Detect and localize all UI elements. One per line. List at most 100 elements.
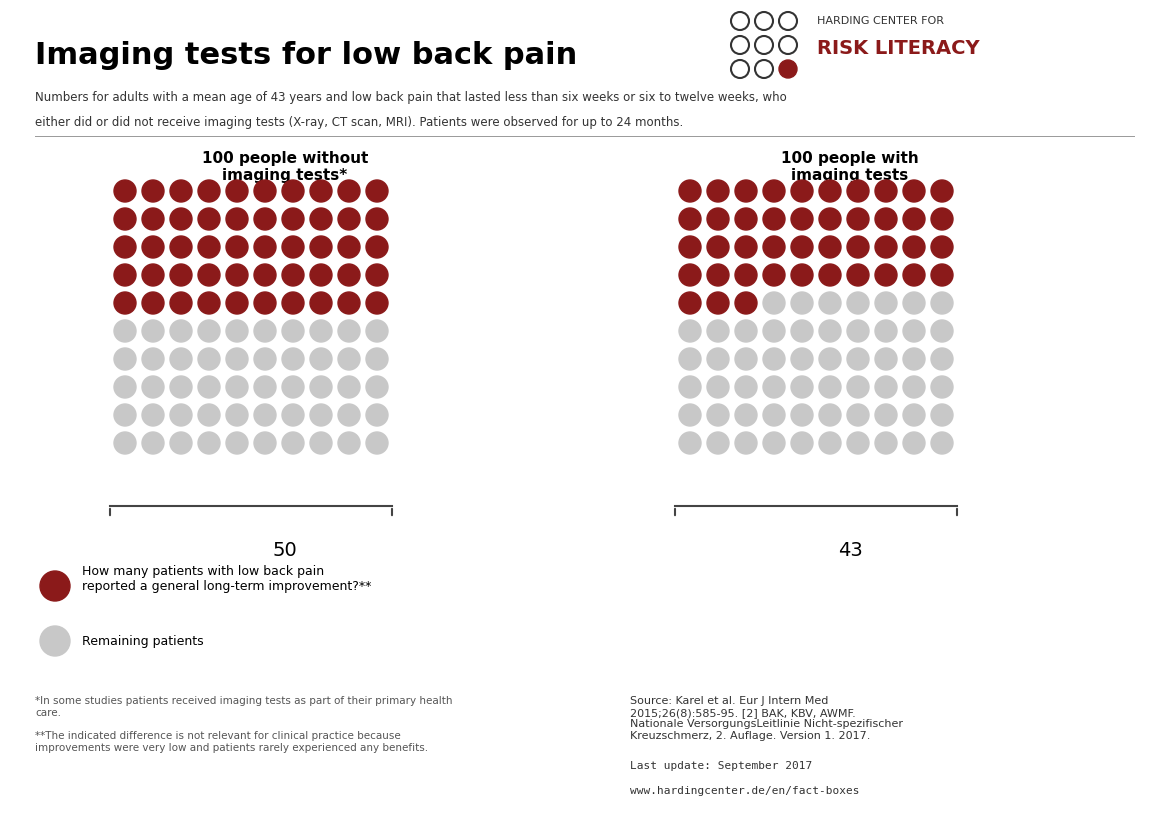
- Circle shape: [679, 320, 701, 342]
- Circle shape: [819, 432, 841, 454]
- Circle shape: [310, 180, 332, 202]
- Circle shape: [931, 404, 953, 426]
- Circle shape: [931, 320, 953, 342]
- Circle shape: [763, 376, 786, 398]
- Circle shape: [310, 404, 332, 426]
- Circle shape: [115, 320, 136, 342]
- Circle shape: [141, 348, 164, 370]
- Circle shape: [819, 404, 841, 426]
- Circle shape: [115, 292, 136, 314]
- Circle shape: [141, 404, 164, 426]
- Circle shape: [366, 320, 388, 342]
- Circle shape: [679, 180, 701, 202]
- Circle shape: [707, 292, 729, 314]
- Circle shape: [170, 292, 192, 314]
- Circle shape: [338, 292, 360, 314]
- Circle shape: [931, 208, 953, 230]
- Circle shape: [338, 404, 360, 426]
- Circle shape: [791, 348, 812, 370]
- Circle shape: [254, 264, 276, 286]
- Circle shape: [819, 376, 841, 398]
- Circle shape: [282, 320, 304, 342]
- Circle shape: [338, 432, 360, 454]
- Circle shape: [310, 348, 332, 370]
- Circle shape: [226, 376, 248, 398]
- Circle shape: [848, 292, 869, 314]
- Circle shape: [282, 404, 304, 426]
- Circle shape: [366, 376, 388, 398]
- Circle shape: [791, 208, 812, 230]
- Circle shape: [848, 404, 869, 426]
- Circle shape: [735, 348, 758, 370]
- Circle shape: [226, 180, 248, 202]
- Circle shape: [679, 292, 701, 314]
- Circle shape: [735, 236, 758, 258]
- Circle shape: [848, 236, 869, 258]
- Circle shape: [902, 432, 925, 454]
- Circle shape: [226, 404, 248, 426]
- Text: 50: 50: [272, 541, 297, 560]
- Circle shape: [310, 236, 332, 258]
- Circle shape: [931, 432, 953, 454]
- Circle shape: [902, 236, 925, 258]
- Circle shape: [115, 404, 136, 426]
- Text: 43: 43: [838, 541, 863, 560]
- Circle shape: [707, 180, 729, 202]
- Circle shape: [226, 432, 248, 454]
- Circle shape: [848, 208, 869, 230]
- Circle shape: [707, 348, 729, 370]
- Circle shape: [338, 208, 360, 230]
- Circle shape: [198, 432, 220, 454]
- Circle shape: [254, 236, 276, 258]
- Circle shape: [763, 432, 786, 454]
- Circle shape: [338, 320, 360, 342]
- Circle shape: [366, 236, 388, 258]
- Circle shape: [735, 376, 758, 398]
- Circle shape: [735, 208, 758, 230]
- Text: Numbers for adults with a mean age of 43 years and low back pain that lasted les: Numbers for adults with a mean age of 43…: [35, 91, 787, 104]
- Circle shape: [170, 180, 192, 202]
- Circle shape: [876, 376, 897, 398]
- Text: Imaging tests for low back pain: Imaging tests for low back pain: [35, 41, 577, 70]
- Circle shape: [876, 348, 897, 370]
- Circle shape: [254, 320, 276, 342]
- Text: Source: Karel et al. Eur J Intern Med
2015;26(8):585-95. [2] BAK, KBV, AWMF.
Nat: Source: Karel et al. Eur J Intern Med 20…: [630, 696, 902, 741]
- Circle shape: [141, 264, 164, 286]
- Circle shape: [902, 376, 925, 398]
- Text: www.hardingcenter.de/en/fact-boxes: www.hardingcenter.de/en/fact-boxes: [630, 786, 859, 796]
- Circle shape: [198, 376, 220, 398]
- Circle shape: [735, 292, 758, 314]
- Circle shape: [791, 180, 812, 202]
- Circle shape: [282, 264, 304, 286]
- Circle shape: [226, 208, 248, 230]
- Circle shape: [310, 432, 332, 454]
- Circle shape: [282, 348, 304, 370]
- Circle shape: [763, 292, 786, 314]
- Circle shape: [763, 404, 786, 426]
- Circle shape: [226, 264, 248, 286]
- Circle shape: [141, 376, 164, 398]
- Circle shape: [198, 208, 220, 230]
- Circle shape: [679, 348, 701, 370]
- Circle shape: [338, 264, 360, 286]
- Circle shape: [902, 404, 925, 426]
- Circle shape: [226, 348, 248, 370]
- Circle shape: [254, 292, 276, 314]
- Circle shape: [791, 292, 812, 314]
- Circle shape: [791, 320, 812, 342]
- Circle shape: [707, 432, 729, 454]
- Circle shape: [254, 404, 276, 426]
- Circle shape: [735, 320, 758, 342]
- Circle shape: [902, 180, 925, 202]
- Circle shape: [310, 208, 332, 230]
- Circle shape: [763, 320, 786, 342]
- Circle shape: [931, 376, 953, 398]
- Circle shape: [876, 180, 897, 202]
- Circle shape: [679, 432, 701, 454]
- Circle shape: [735, 264, 758, 286]
- Circle shape: [763, 208, 786, 230]
- Circle shape: [254, 208, 276, 230]
- Circle shape: [282, 180, 304, 202]
- Circle shape: [931, 348, 953, 370]
- Circle shape: [366, 348, 388, 370]
